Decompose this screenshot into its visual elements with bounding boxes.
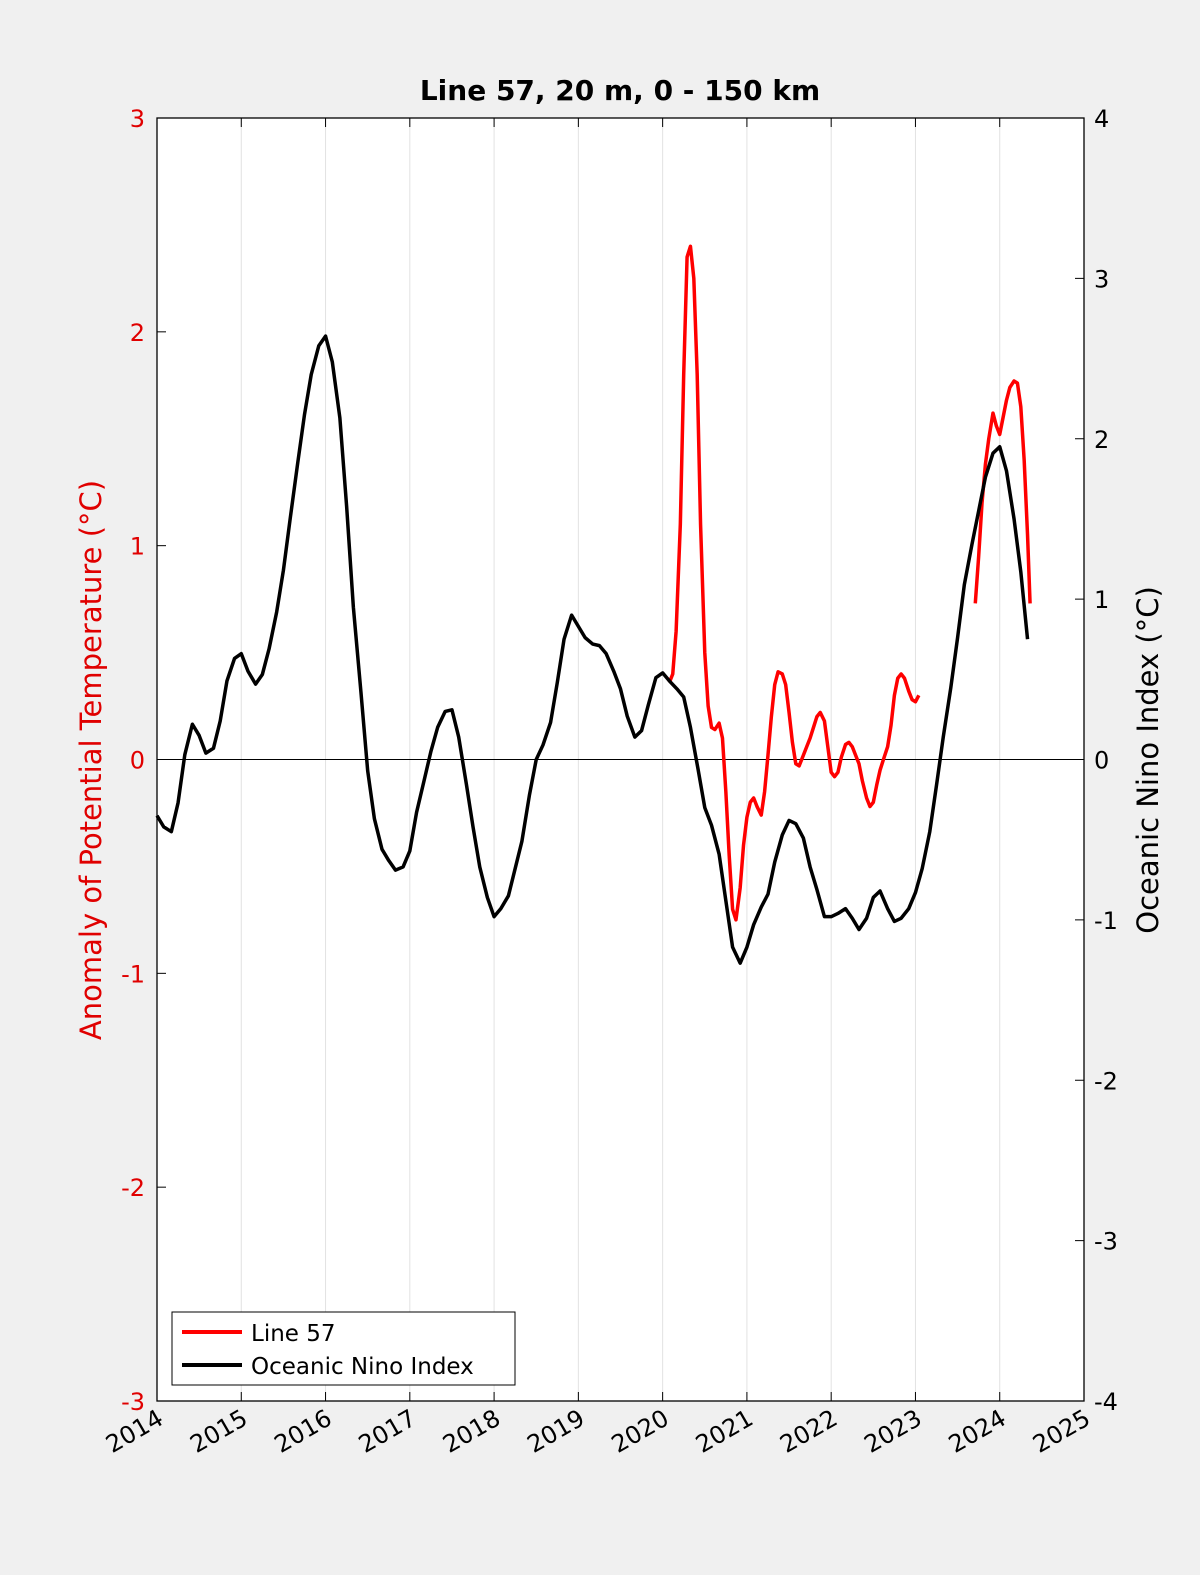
y-left-tick-label: -3 — [121, 1388, 145, 1416]
y-right-tick-label: 1 — [1094, 586, 1109, 614]
x-tick-label: 2015 — [185, 1404, 252, 1459]
y-left-tick-label: -2 — [121, 1174, 145, 1202]
x-tick-label: 2024 — [944, 1404, 1011, 1459]
legend-box — [171, 1311, 516, 1386]
x-tick-label: 2022 — [775, 1404, 842, 1459]
x-tick-label: 2021 — [691, 1404, 758, 1459]
y-right-axis-title: Oceanic Nino Index (°C) — [1131, 586, 1165, 934]
y-right-tick-label: 2 — [1094, 426, 1109, 454]
legend-label-oni: Oceanic Nino Index — [251, 1354, 474, 1380]
legend: Line 57 Oceanic Nino Index — [171, 1311, 516, 1386]
y-right-tick-label: -1 — [1094, 907, 1118, 935]
y-right-tick-label: 0 — [1094, 747, 1109, 775]
x-tick-label: 2016 — [270, 1404, 337, 1459]
y-left-tick-label: 3 — [130, 105, 145, 133]
x-tick-label: 2023 — [860, 1404, 927, 1459]
chart-title: Line 57, 20 m, 0 - 150 km — [420, 74, 820, 107]
legend-label-line57: Line 57 — [251, 1321, 336, 1347]
x-tick-label: 2025 — [1028, 1404, 1095, 1459]
y-right-tick-label: -2 — [1094, 1067, 1118, 1095]
y-left-tick-label: 0 — [130, 747, 145, 775]
x-tick-label: 2018 — [438, 1404, 505, 1459]
series-layer — [155, 244, 1032, 965]
y-right-tick-label: -4 — [1094, 1388, 1118, 1416]
series-line57 — [667, 244, 921, 922]
y-left-axis-title: Anomaly of Potential Temperature (°C) — [74, 480, 108, 1040]
y-left-tick-label: 1 — [130, 533, 145, 561]
y-right-tick-label: -3 — [1094, 1228, 1118, 1256]
y-right-tick-label: 4 — [1094, 105, 1109, 133]
x-tick-label: 2017 — [354, 1404, 421, 1459]
x-tick-label: 2019 — [522, 1404, 589, 1459]
series-oni — [155, 334, 1030, 965]
y-right-tick-label: 3 — [1094, 265, 1109, 293]
y-left-tick-label: 2 — [130, 319, 145, 347]
y-left-tick-label: -1 — [121, 960, 145, 988]
x-tick-label: 2020 — [607, 1404, 674, 1459]
